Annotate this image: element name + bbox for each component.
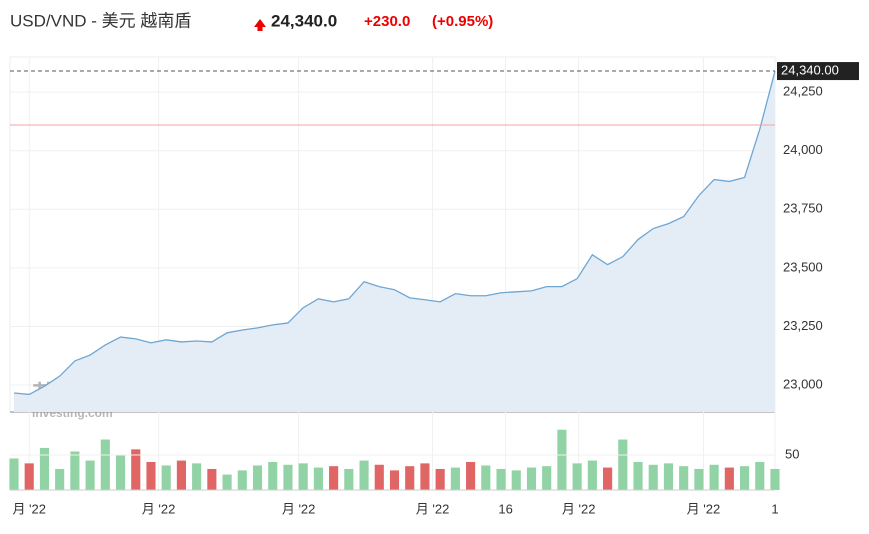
volume-bar	[252, 465, 263, 490]
volume-bar	[587, 460, 597, 490]
volume-bar	[450, 467, 460, 490]
y-tick-label: 23,750	[783, 201, 823, 216]
volume-bar	[739, 466, 750, 490]
volume-bar	[526, 467, 537, 490]
volume-bar	[633, 461, 643, 490]
x-tick-label: 月 '22	[562, 501, 596, 516]
volume-bar	[374, 464, 384, 490]
x-tick-label: 月 '22	[687, 501, 721, 516]
volume-bar	[39, 447, 50, 490]
volume-bar	[770, 468, 780, 490]
volume-bar	[237, 470, 247, 490]
volume-bar	[618, 439, 628, 490]
volume-bar	[405, 466, 415, 490]
y-tick-label: 24,250	[783, 84, 823, 99]
volume-bar	[542, 466, 552, 490]
volume-bar	[496, 468, 506, 490]
volume-bar	[268, 461, 278, 490]
volume-bar	[313, 467, 323, 490]
y-tick-label: 23,250	[783, 318, 823, 333]
volume-bar	[466, 461, 476, 490]
volume-bar	[115, 454, 126, 490]
volume-bar	[359, 460, 369, 490]
volume-bar	[481, 465, 491, 490]
y-tick-label: 23,000	[783, 376, 823, 391]
volume-bar	[679, 466, 689, 490]
volume-bar	[176, 460, 186, 490]
volume-bar	[85, 460, 95, 490]
volume-bar	[755, 461, 765, 490]
volume-bar	[572, 463, 582, 490]
y-tick-label: 23,500	[783, 259, 823, 274]
volume-bar	[100, 439, 110, 490]
volume-bar	[648, 464, 658, 490]
volume-bar	[694, 468, 704, 490]
volume-bar	[663, 463, 674, 490]
y-tick-label: 24,000	[783, 142, 823, 157]
volume-bar	[557, 429, 567, 490]
price: 24,340.0	[271, 11, 337, 30]
volume-bar	[55, 468, 65, 490]
last-price-label: 24,340.00	[781, 62, 839, 77]
x-tick-label: 月 '22	[12, 501, 46, 516]
volume-bar	[344, 468, 354, 490]
change-pct: (+0.95%)	[432, 13, 493, 30]
volume-bar	[298, 463, 308, 490]
volume-tick-label: 50	[785, 446, 799, 461]
volume-bar	[207, 468, 217, 490]
volume-bar	[435, 468, 445, 490]
x-tick-label: 月 '22	[282, 501, 316, 516]
volume-bar	[283, 464, 293, 490]
volume-bar	[70, 451, 80, 490]
price-line	[13, 70, 776, 396]
volume-bar	[420, 463, 430, 490]
last-price-box	[777, 62, 859, 81]
volume-bar	[603, 467, 613, 490]
volume-bar	[131, 449, 141, 490]
volume-bar	[9, 458, 19, 490]
change: +230.0	[364, 13, 410, 30]
x-tick-label: 16	[498, 501, 512, 516]
x-tick-label: 1	[771, 501, 778, 516]
volume-bar	[329, 466, 339, 490]
volume-bar	[724, 467, 734, 490]
volume-bar	[192, 463, 202, 490]
chart-title: USD/VND - 美元 越南盾	[10, 11, 191, 30]
volume-bar	[511, 470, 521, 490]
x-tick-label: 月 '22	[416, 501, 450, 516]
volume-bar	[709, 464, 719, 490]
volume-bar	[161, 465, 171, 490]
x-tick-label: 月 '22	[142, 501, 176, 516]
volume-bar	[24, 463, 34, 490]
volume-bar	[389, 470, 400, 490]
up-arrow	[254, 19, 266, 31]
price-area	[14, 71, 775, 413]
volume-bar	[222, 474, 232, 490]
volume-bar	[146, 461, 156, 490]
